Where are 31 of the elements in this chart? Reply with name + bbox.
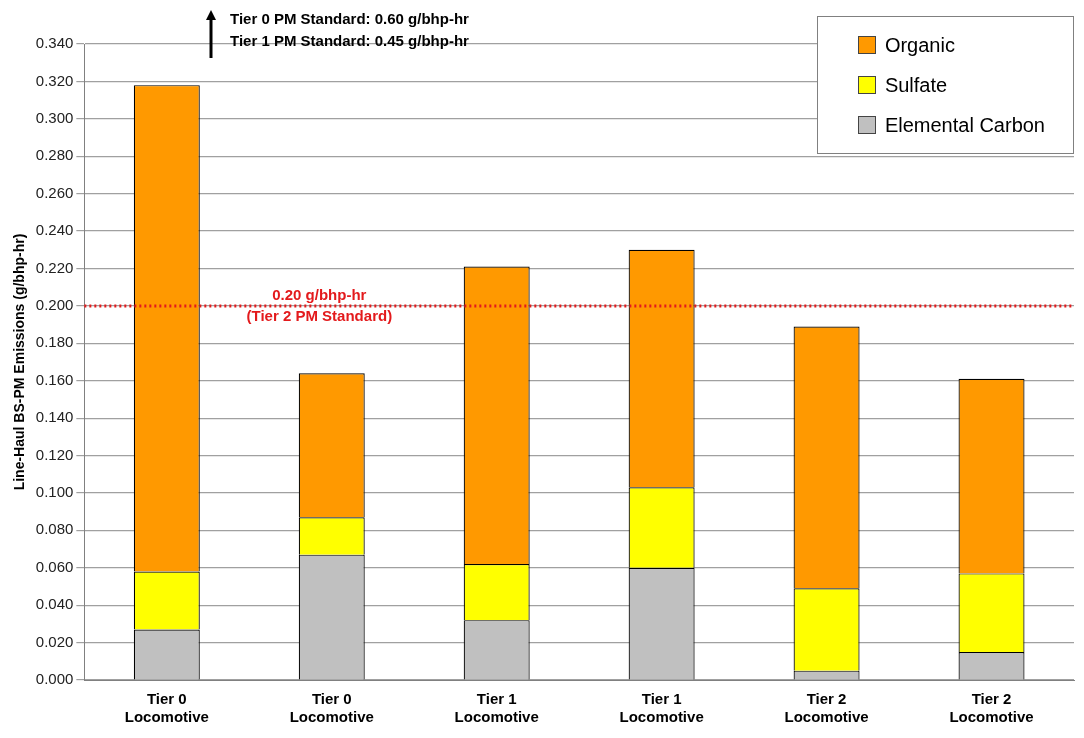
x-tick-label: Tier 2 Locomotive [949, 690, 1034, 726]
y-tick-label: 0.240 [35, 221, 74, 239]
ref-line-label: 0.20 g/bhp-hr (Tier 2 PM Standard) [246, 285, 393, 324]
y-tick-label: 0.000 [35, 670, 74, 688]
legend-label: Elemental Carbon [884, 113, 1045, 137]
y-tick-label: 0.280 [35, 146, 74, 164]
y-tick-label: 0.040 [35, 595, 74, 613]
y-tick-label: 0.080 [35, 520, 74, 538]
y-tick-label: 0.340 [35, 34, 74, 52]
y-tick-label: 0.160 [35, 370, 74, 388]
y-tick-label: 0.320 [35, 71, 74, 89]
y-tick-label: 0.200 [35, 296, 74, 314]
y-tick-label: 0.060 [35, 557, 74, 575]
text: Tier 0 PM Standard: 0.60 g/bhp-hr [230, 9, 469, 29]
x-tick-label: Tier 1 Locomotive [454, 690, 539, 726]
x-tick-label: Tier 0 Locomotive [289, 690, 374, 726]
legend-label: Organic [884, 33, 955, 57]
x-tick-label: Tier 1 Locomotive [619, 690, 704, 726]
legend-label: Sulfate [884, 73, 948, 97]
y-tick-label: 0.180 [35, 333, 74, 351]
y-tick-label: 0.100 [35, 483, 74, 501]
y-tick-label: 0.300 [35, 108, 74, 126]
x-tick-label: Tier 2 Locomotive [784, 690, 869, 726]
annotation: Tier 1 PM Standard: 0.45 g/bhp-hr [230, 31, 469, 51]
x-tick-label: Tier 0 Locomotive [124, 690, 209, 726]
y-tick-label: 0.140 [35, 408, 74, 426]
y-axis-title: Line-Haul BS-PM Emissions (g/bhp-hr) [11, 233, 28, 491]
y-tick-label: 0.260 [35, 183, 74, 201]
y-tick-label: 0.220 [35, 258, 74, 276]
y-tick-label: 0.020 [35, 632, 74, 650]
y-tick-label: 0.120 [35, 445, 74, 463]
